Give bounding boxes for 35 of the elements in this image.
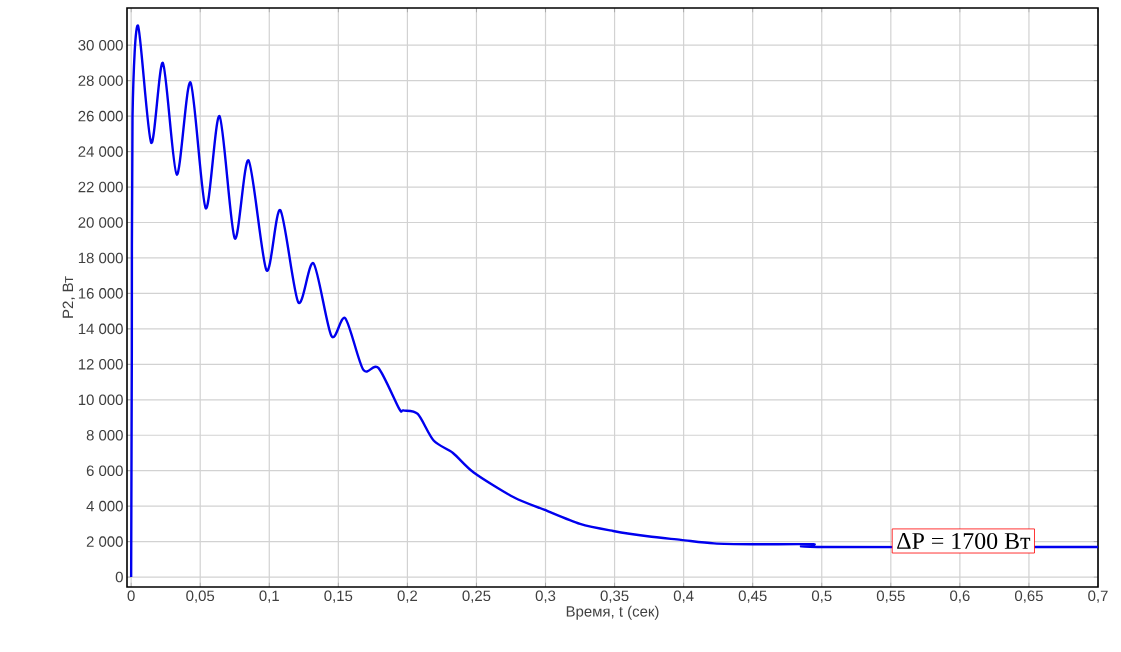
y-tick-label: 26 000 (78, 110, 123, 122)
y-tick-label: 0 (115, 571, 123, 583)
y-tick-label: 2 000 (86, 536, 123, 547)
y-tick-label: 4 000 (86, 500, 123, 512)
x-tick-label: 0,2 (397, 590, 418, 603)
y-tick-label: 16 000 (78, 288, 123, 299)
y-tick-label: 12 000 (78, 359, 123, 370)
x-tick-label: 0,5 (811, 590, 832, 603)
x-tick-label: 0,55 (876, 590, 905, 603)
line-series (129, 24, 1100, 579)
y-axis-title: P2, Вт (62, 276, 75, 318)
y-tick-label: 24 000 (78, 146, 123, 157)
y-tick-label: 6 000 (86, 465, 123, 476)
x-axis-title: Время, t (сек) (566, 605, 659, 620)
y-tick-label: 28 000 (78, 75, 123, 86)
y-tick-label: 20 000 (78, 217, 123, 228)
x-tick-label: 0,6 (950, 590, 970, 603)
x-tick-label: 0 (127, 590, 135, 602)
annotation: ΔP = 1700 Вт (897, 532, 1031, 550)
x-tick-label: 0,7 (1088, 590, 1108, 603)
y-tick-label: 22 000 (78, 181, 123, 193)
y-tick-label: 30 000 (78, 39, 123, 51)
x-tick-label: 0,15 (324, 590, 353, 603)
y-tick-label: 10 000 (78, 394, 123, 406)
x-tick-label: 0,35 (600, 590, 629, 603)
x-tick-label: 0,65 (1014, 590, 1043, 603)
x-tick-label: 0,1 (259, 590, 279, 603)
y-tick-label: 8 000 (86, 429, 123, 441)
x-tick-label: 0,25 (462, 590, 491, 603)
x-tick-label: 0,45 (738, 590, 767, 603)
y-tick-label: 18 000 (78, 252, 123, 264)
x-tick-label: 0,05 (186, 590, 215, 603)
x-tick-label: 0,3 (535, 590, 556, 603)
y-tick-label: 14 000 (78, 323, 123, 335)
x-tick-label: 0,4 (673, 590, 694, 603)
